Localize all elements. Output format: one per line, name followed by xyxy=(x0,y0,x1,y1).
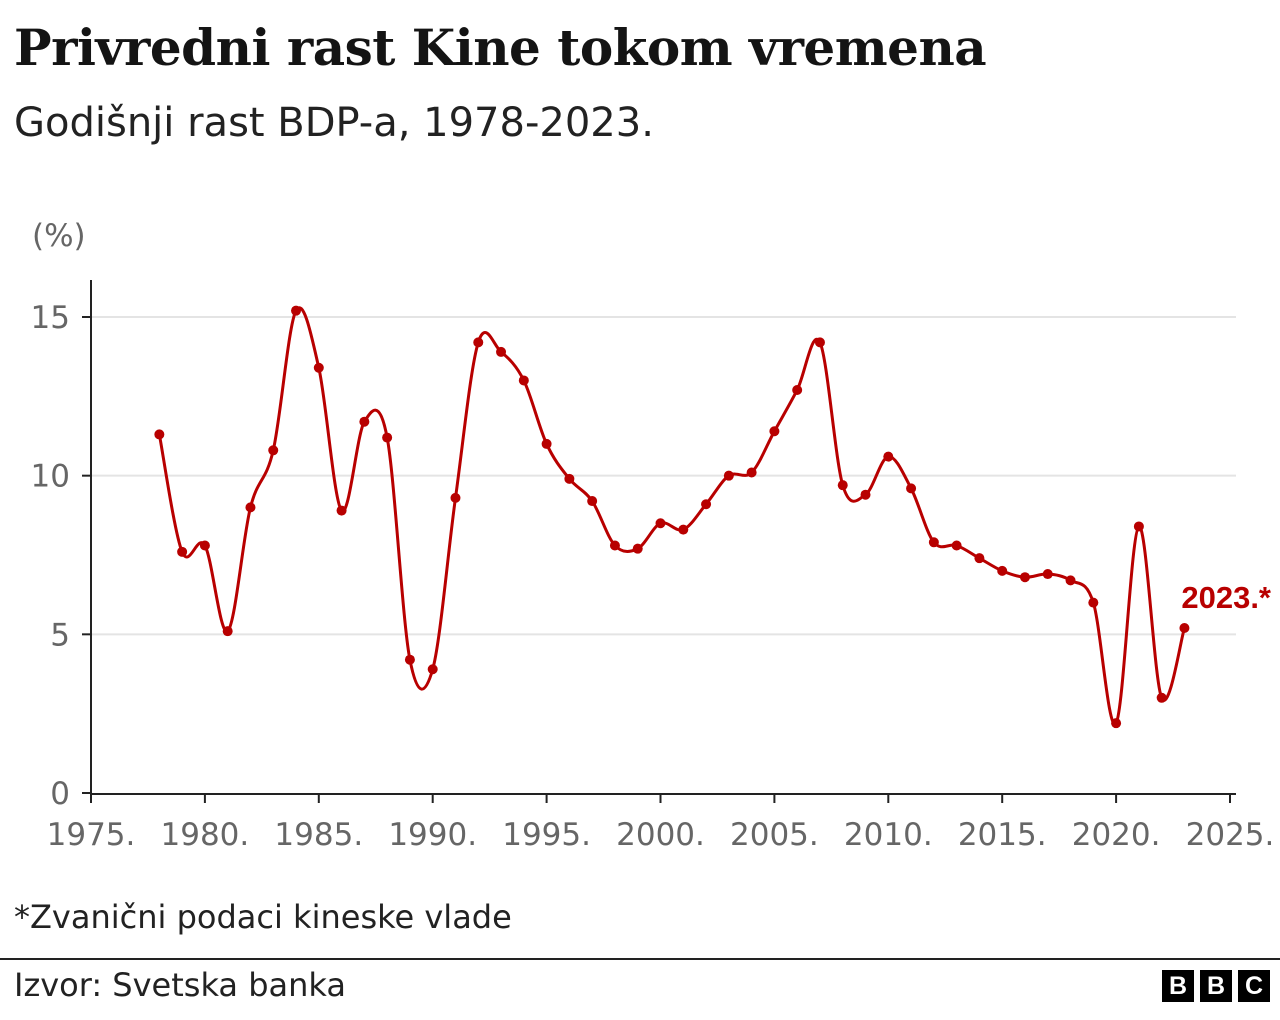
data-point xyxy=(427,664,438,675)
data-point xyxy=(564,473,575,484)
chart-title: Privredni rast Kine tokom vremena xyxy=(14,18,987,77)
x-axis-ticks: 1975. 1980. 1985. 1990. 1995. 2000. 2005. 2010.… xyxy=(47,794,1275,853)
x-tick-label: 1990. xyxy=(388,817,477,853)
data-point xyxy=(496,346,507,357)
data-point xyxy=(1156,692,1167,703)
data-point xyxy=(860,489,871,500)
data-point xyxy=(609,540,620,551)
data-point xyxy=(837,480,848,491)
data-point xyxy=(1179,622,1190,633)
x-tick-label: 2015. xyxy=(958,817,1047,853)
x-tick-label: 2000. xyxy=(616,817,705,853)
data-point xyxy=(928,537,939,548)
data-point xyxy=(404,654,415,665)
data-point xyxy=(154,429,165,440)
y-axis-ticks: 0 5 10 15 xyxy=(31,300,91,812)
data-point xyxy=(382,432,393,443)
data-point xyxy=(769,426,780,437)
bbc-logo: B B C xyxy=(1162,970,1270,1002)
data-point xyxy=(814,337,825,348)
x-tick-label: 1995. xyxy=(502,817,591,853)
logo-letter: C xyxy=(1238,970,1270,1002)
data-point xyxy=(587,496,598,507)
logo-letter: B xyxy=(1162,970,1194,1002)
data-points xyxy=(154,305,1190,729)
data-point xyxy=(222,626,233,637)
data-point xyxy=(245,502,256,513)
data-point xyxy=(291,305,302,316)
x-tick-label: 2005. xyxy=(730,817,819,853)
data-point xyxy=(701,499,712,510)
data-point xyxy=(518,375,529,386)
x-tick-label: 2025. xyxy=(1186,817,1275,853)
data-point xyxy=(1111,718,1122,729)
x-tick-label: 1980. xyxy=(161,817,250,853)
data-point xyxy=(678,524,689,535)
data-point xyxy=(1019,572,1030,583)
chart-subtitle: Godišnji rast BDP-a, 1978-2023. xyxy=(14,100,654,146)
data-point xyxy=(655,518,666,529)
x-tick-label: 2020. xyxy=(1072,817,1161,853)
gridlines xyxy=(91,316,1236,636)
data-point xyxy=(473,337,484,348)
data-point xyxy=(997,565,1008,576)
line-chart: 0 5 10 15 1975. 1980. 1985. 1990. 1995. 2000. 200… xyxy=(31,280,1275,853)
y-tick-label: 10 xyxy=(31,459,70,495)
data-point xyxy=(746,467,757,478)
logo-letter: B xyxy=(1200,970,1232,1002)
data-point xyxy=(336,505,347,516)
data-point xyxy=(1133,521,1144,532)
data-point xyxy=(723,470,734,481)
annotation-2023: 2023.* xyxy=(1181,580,1272,615)
data-point xyxy=(1065,575,1076,586)
data-point xyxy=(450,492,461,503)
x-tick-label: 1975. xyxy=(47,817,136,853)
footer-divider xyxy=(0,958,1280,960)
data-point xyxy=(632,543,643,554)
data-point xyxy=(541,438,552,449)
data-point xyxy=(974,553,985,564)
data-point xyxy=(906,483,917,494)
data-point xyxy=(199,540,210,551)
data-point xyxy=(177,546,188,557)
data-point xyxy=(883,451,894,462)
data-point xyxy=(1042,569,1053,580)
y-tick-label: 15 xyxy=(31,300,70,336)
y-tick-label: 0 xyxy=(50,776,70,812)
x-tick-label: 2010. xyxy=(844,817,933,853)
y-axis-label: (%) xyxy=(32,218,86,254)
data-point xyxy=(313,362,324,373)
source-text: Izvor: Svetska banka xyxy=(14,966,346,1004)
x-tick-label: 1985. xyxy=(274,817,363,853)
data-point xyxy=(268,445,279,456)
data-point xyxy=(1088,597,1099,608)
data-point xyxy=(359,416,370,427)
data-point xyxy=(951,540,962,551)
data-point xyxy=(792,384,803,395)
series-line xyxy=(157,306,1186,726)
y-tick-label: 5 xyxy=(50,617,70,653)
footnote: *Zvanični podaci kineske vlade xyxy=(14,898,512,936)
